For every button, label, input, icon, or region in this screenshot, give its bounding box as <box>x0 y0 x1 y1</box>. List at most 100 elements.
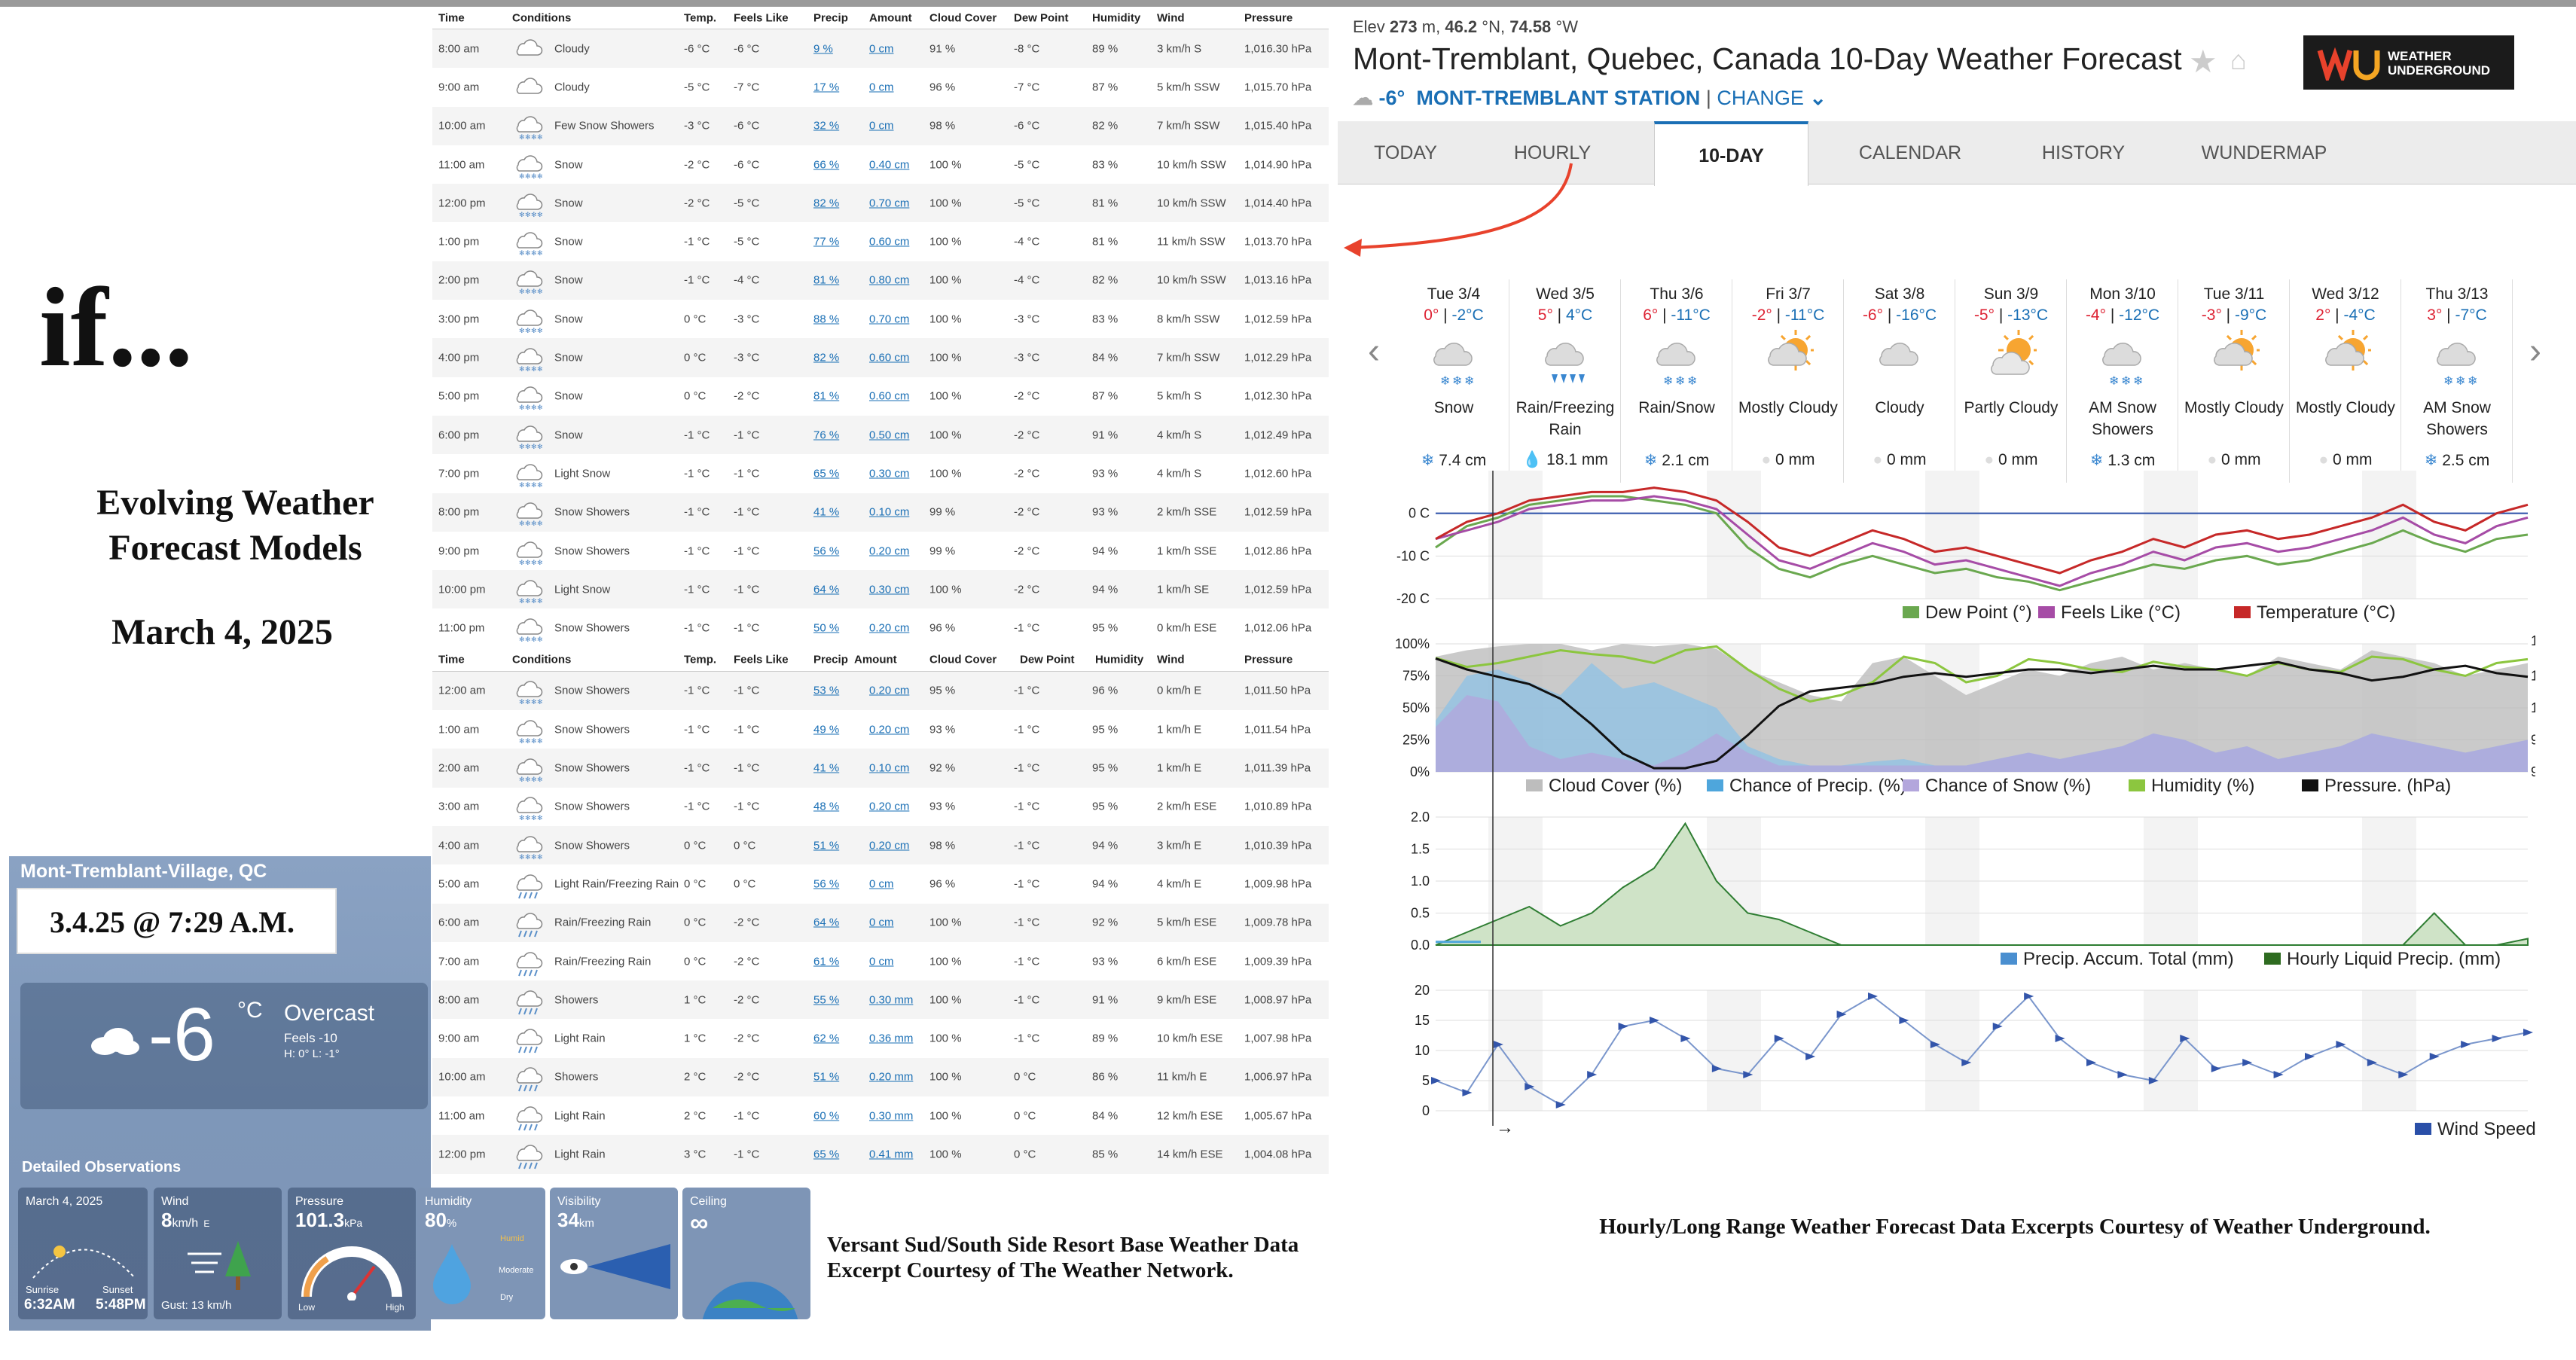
header-dew-point[interactable]: Dew Point <box>1020 653 1075 666</box>
header-pressure[interactable]: Pressure <box>1244 653 1293 666</box>
header-time[interactable]: Time <box>438 11 465 24</box>
header-conditions[interactable]: Conditions <box>512 11 572 24</box>
cell-precip[interactable]: 50 % <box>813 621 840 635</box>
day-column[interactable]: Sun 3/9 -5° | -13°C Partly Cloudy ● 0 mm <box>1955 279 2067 483</box>
next-days-chevron[interactable]: › <box>2529 331 2541 371</box>
favorite-star-icon[interactable]: ★ <box>2189 44 2217 79</box>
cell-precip[interactable]: 65 % <box>813 467 840 480</box>
cell-precip[interactable]: 56 % <box>813 877 840 891</box>
cell-precip[interactable]: 81 % <box>813 389 840 403</box>
cell-precip[interactable]: 65 % <box>813 1148 840 1161</box>
cell-precip[interactable]: 61 % <box>813 955 840 968</box>
day-column[interactable]: Thu 3/13 3° | -7°C ❄ ❄ ❄ AM Snow Showers ❄ 2.5… <box>2401 279 2513 483</box>
tab-10-day[interactable]: 10-DAY <box>1654 121 1808 186</box>
cell-amount[interactable]: 0.36 mm <box>869 1032 914 1045</box>
header-humidity[interactable]: Humidity <box>1092 11 1141 24</box>
cell-precip[interactable]: 32 % <box>813 119 840 133</box>
cell-amount[interactable]: 0.30 cm <box>869 467 910 480</box>
cell-amount[interactable]: 0.20 cm <box>869 839 910 852</box>
cell-precip[interactable]: 88 % <box>813 313 840 326</box>
header-dew-point[interactable]: Dew Point <box>1014 11 1069 24</box>
header-humidity[interactable]: Humidity <box>1095 653 1144 666</box>
header-feels-like[interactable]: Feels Like <box>734 11 789 24</box>
cell-amount[interactable]: 0.60 cm <box>869 351 910 364</box>
prev-days-chevron[interactable]: ‹ <box>1368 331 1380 371</box>
header-pressure[interactable]: Pressure <box>1244 11 1293 24</box>
cell-precip[interactable]: 62 % <box>813 1032 840 1045</box>
station-name[interactable]: MONT-TREMBLANT STATION <box>1416 87 1701 109</box>
header-feels-like[interactable]: Feels Like <box>734 653 789 666</box>
cell-amount[interactable]: 0.30 mm <box>869 993 914 1007</box>
cell-amount[interactable]: 0.20 cm <box>869 723 910 736</box>
cell-amount[interactable]: 0.30 mm <box>869 1109 914 1123</box>
day-column[interactable]: Thu 3/6 6° | -11°C ❄ ❄ ❄ Rain/Snow ❄ 2.1 cm <box>1621 279 1732 483</box>
cell-amount[interactable]: 0 cm <box>869 81 894 94</box>
cell-amount[interactable]: 0.50 cm <box>869 428 910 442</box>
cell-amount[interactable]: 0 cm <box>869 955 894 968</box>
day-column[interactable]: Wed 3/5 5° | 4°C Rain/Freezing Rain 💧 18.1 … <box>1509 279 1621 483</box>
home-icon[interactable]: ⌂ <box>2230 44 2247 75</box>
cell-precip[interactable]: 66 % <box>813 158 840 172</box>
cell-precip[interactable]: 9 % <box>813 42 833 56</box>
tab-today[interactable]: TODAY <box>1374 142 1437 163</box>
cell-precip[interactable]: 51 % <box>813 839 840 852</box>
cell-precip[interactable]: 60 % <box>813 1109 840 1123</box>
cell-amount[interactable]: 0.70 cm <box>869 313 910 326</box>
day-column[interactable]: Tue 3/11 -3° | -9°C Mostly Cloudy ● 0 mm <box>2178 279 2290 483</box>
change-station-link[interactable]: CHANGE <box>1717 87 1804 109</box>
cell-precip[interactable]: 51 % <box>813 1070 840 1084</box>
day-column[interactable]: Sat 3/8 -6° | -16°C Cloudy ● 0 mm <box>1844 279 1955 483</box>
tab-calendar[interactable]: CALENDAR <box>1858 142 1962 163</box>
cell-amount[interactable]: 0.60 cm <box>869 389 910 403</box>
day-column[interactable]: Tue 3/4 0° | -2°C ❄ ❄ ❄ Snow ❄ 7.4 cm <box>1398 279 1509 483</box>
cell-amount[interactable]: 0 cm <box>869 877 894 891</box>
cell-precip[interactable]: 81 % <box>813 273 840 287</box>
cell-amount[interactable]: 0.40 cm <box>869 158 910 172</box>
header-cloud-cover[interactable]: Cloud Cover <box>929 11 997 24</box>
header-temp-[interactable]: Temp. <box>684 653 717 666</box>
cell-precip[interactable]: 48 % <box>813 800 840 813</box>
cell-amount[interactable]: 0.41 mm <box>869 1148 914 1161</box>
cell-amount[interactable]: 0.20 cm <box>869 800 910 813</box>
header-wind[interactable]: Wind <box>1157 11 1185 24</box>
day-column[interactable]: Wed 3/12 2° | -4°C Mostly Cloudy ● 0 mm <box>2290 279 2401 483</box>
cell-amount[interactable]: 0.20 cm <box>869 684 910 697</box>
cell-precip[interactable]: 41 % <box>813 505 840 519</box>
header-conditions[interactable]: Conditions <box>512 653 572 666</box>
tab-wundermap[interactable]: WUNDERMAP <box>2201 142 2327 163</box>
cell-precip[interactable]: 76 % <box>813 428 840 442</box>
header-precip[interactable]: Precip <box>813 653 848 666</box>
cell-precip[interactable]: 64 % <box>813 583 840 596</box>
cell-amount[interactable]: 0.20 cm <box>869 544 910 558</box>
cell-precip[interactable]: 53 % <box>813 684 840 697</box>
header-amount[interactable]: Amount <box>854 653 897 666</box>
chevron-down-icon[interactable]: ⌄ <box>1809 87 1827 109</box>
cell-precip[interactable]: 17 % <box>813 81 840 94</box>
cell-precip[interactable]: 56 % <box>813 544 840 558</box>
cell-precip[interactable]: 82 % <box>813 197 840 210</box>
cell-precip[interactable]: 55 % <box>813 993 840 1007</box>
cell-amount[interactable]: 0.20 mm <box>869 1070 914 1084</box>
wunderground-logo[interactable]: WEATHER UNDERGROUND <box>2303 35 2514 90</box>
cell-amount[interactable]: 0.20 cm <box>869 621 910 635</box>
cell-precip[interactable]: 77 % <box>813 235 840 249</box>
cell-precip[interactable]: 64 % <box>813 916 840 929</box>
cell-precip[interactable]: 41 % <box>813 761 840 775</box>
cell-precip[interactable]: 82 % <box>813 351 840 364</box>
day-column[interactable]: Fri 3/7 -2° | -11°C Mostly Cloudy ● 0 mm <box>1732 279 1844 483</box>
cell-amount[interactable]: 0.10 cm <box>869 761 910 775</box>
tab-history[interactable]: HISTORY <box>2041 142 2126 163</box>
header-amount[interactable]: Amount <box>869 11 912 24</box>
cell-amount[interactable]: 0.30 cm <box>869 583 910 596</box>
cell-amount[interactable]: 0 cm <box>869 916 894 929</box>
header-time[interactable]: Time <box>438 653 465 666</box>
cell-amount[interactable]: 0.60 cm <box>869 235 910 249</box>
cell-amount[interactable]: 0 cm <box>869 119 894 133</box>
header-cloud-cover[interactable]: Cloud Cover <box>929 653 997 666</box>
cell-amount[interactable]: 0 cm <box>869 42 894 56</box>
cell-amount[interactable]: 0.10 cm <box>869 505 910 519</box>
cell-amount[interactable]: 0.80 cm <box>869 273 910 287</box>
cell-precip[interactable]: 49 % <box>813 723 840 736</box>
cell-amount[interactable]: 0.70 cm <box>869 197 910 210</box>
day-column[interactable]: Mon 3/10 -4° | -12°C ❄ ❄ ❄ AM Snow Showers ❄ 1… <box>2067 279 2178 483</box>
